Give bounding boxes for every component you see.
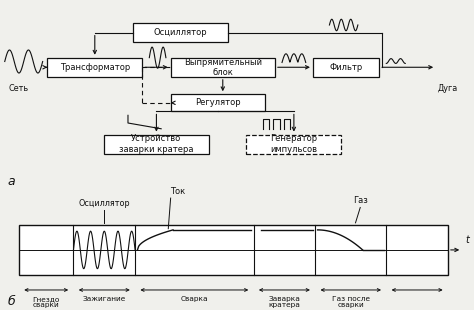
Text: Осциллятор: Осциллятор bbox=[79, 198, 130, 207]
Text: Трансформатор: Трансформатор bbox=[60, 63, 130, 72]
Text: Ток: Ток bbox=[170, 187, 185, 196]
Bar bbox=[171, 58, 275, 77]
Bar bbox=[313, 58, 379, 77]
Text: Устройство
заварки кратера: Устройство заварки кратера bbox=[119, 135, 194, 154]
Text: Выпрямительный
блок: Выпрямительный блок bbox=[184, 58, 262, 77]
Bar bbox=[19, 225, 448, 275]
Text: б: б bbox=[7, 294, 15, 308]
Text: Регулятор: Регулятор bbox=[195, 98, 241, 107]
Text: Осциллятор: Осциллятор bbox=[153, 28, 207, 37]
Text: t: t bbox=[465, 235, 469, 245]
Bar bbox=[246, 135, 341, 154]
Text: Газ после
сварки: Газ после сварки bbox=[332, 296, 370, 308]
Bar bbox=[47, 58, 142, 77]
Bar bbox=[133, 23, 228, 42]
Bar bbox=[104, 135, 209, 154]
Text: Заварка
кратера: Заварка кратера bbox=[268, 296, 301, 308]
Text: Гнездо
сварки: Гнездо сварки bbox=[33, 296, 60, 308]
Text: Сеть: Сеть bbox=[9, 84, 29, 93]
Text: Сварка: Сварка bbox=[181, 296, 208, 302]
Text: а: а bbox=[7, 175, 15, 188]
Bar bbox=[171, 94, 265, 112]
Text: Генератор
импульсов: Генератор импульсов bbox=[270, 135, 318, 154]
Text: Фильтр: Фильтр bbox=[329, 63, 363, 72]
Text: Дуга: Дуга bbox=[438, 84, 458, 93]
Text: Газ: Газ bbox=[353, 196, 368, 205]
Text: Зажигание: Зажигание bbox=[82, 296, 126, 302]
